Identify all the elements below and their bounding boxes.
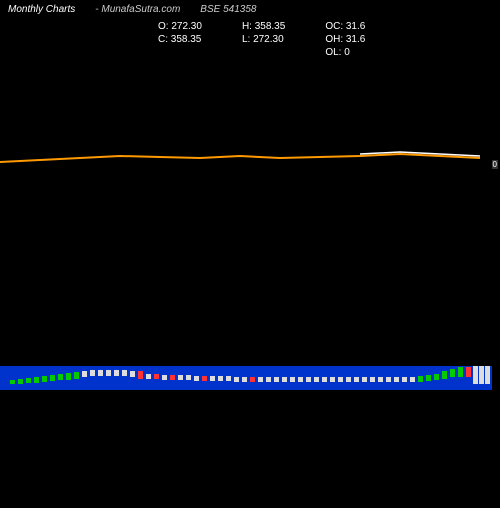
candle xyxy=(258,377,263,382)
candle xyxy=(42,376,47,382)
candle xyxy=(346,377,351,382)
candle xyxy=(485,366,490,384)
ohlc-stats: O: 272.30 C: 358.35 H: 358.35 L: 272.30 … xyxy=(150,19,500,60)
stat-oh: OH: 31.6 xyxy=(325,34,365,45)
candle xyxy=(90,370,95,376)
candle xyxy=(178,375,183,380)
candle xyxy=(434,374,439,380)
candle xyxy=(34,377,39,383)
chart-source: - MunafaSutra.com xyxy=(95,4,180,15)
candle xyxy=(26,378,31,383)
candle xyxy=(330,377,335,382)
candle xyxy=(250,377,255,382)
chart-ticker: BSE 541358 xyxy=(200,4,256,15)
stats-col-1: O: 272.30 C: 358.35 xyxy=(158,21,202,58)
candle xyxy=(410,377,415,382)
candle xyxy=(234,377,239,382)
candle xyxy=(290,377,295,382)
candle xyxy=(82,371,87,377)
candle xyxy=(450,369,455,377)
candle xyxy=(322,377,327,382)
candle xyxy=(386,377,391,382)
candle xyxy=(394,377,399,382)
candle xyxy=(466,367,471,377)
chart-header: Monthly Charts - MunafaSutra.com BSE 541… xyxy=(0,0,500,19)
candle xyxy=(298,377,303,382)
price-line-svg xyxy=(0,68,492,508)
candle xyxy=(479,366,484,384)
stats-col-2: H: 358.35 L: 272.30 xyxy=(242,21,285,58)
candle xyxy=(226,376,231,381)
stat-open: O: 272.30 xyxy=(158,21,202,32)
stat-ol: OL: 0 xyxy=(325,47,365,58)
candle xyxy=(122,370,127,376)
candle xyxy=(274,377,279,382)
candle xyxy=(266,377,271,382)
stats-col-3: OC: 31.6 OH: 31.6 OL: 0 xyxy=(325,21,365,58)
price-axis-marker: 0 xyxy=(492,160,498,169)
stat-low: L: 272.30 xyxy=(242,34,285,45)
candle xyxy=(74,372,79,379)
candle xyxy=(186,375,191,380)
candle xyxy=(98,370,103,376)
candle xyxy=(370,377,375,382)
candle xyxy=(338,377,343,382)
candle xyxy=(402,377,407,382)
candle xyxy=(130,371,135,377)
candle xyxy=(282,377,287,382)
candle xyxy=(66,373,71,380)
candle xyxy=(210,376,215,381)
chart-canvas: 0 xyxy=(0,68,500,508)
candle xyxy=(202,376,207,381)
candle xyxy=(194,376,199,381)
candle xyxy=(473,366,478,384)
candle xyxy=(218,376,223,381)
candle xyxy=(58,374,63,380)
stat-oc: OC: 31.6 xyxy=(325,21,365,32)
candle xyxy=(146,374,151,379)
candle xyxy=(458,367,463,377)
chart-title: Monthly Charts xyxy=(8,4,75,15)
candle xyxy=(442,371,447,379)
candle xyxy=(426,375,431,381)
candle xyxy=(162,375,167,380)
candle xyxy=(354,377,359,382)
stat-high: H: 358.35 xyxy=(242,21,285,32)
candle xyxy=(154,374,159,379)
candle xyxy=(106,370,111,376)
candle xyxy=(50,375,55,381)
candle xyxy=(10,380,15,384)
candle xyxy=(242,377,247,382)
candle xyxy=(362,377,367,382)
candle xyxy=(306,377,311,382)
candle xyxy=(378,377,383,382)
candle xyxy=(314,377,319,382)
candle xyxy=(114,370,119,376)
candle xyxy=(418,376,423,382)
candle xyxy=(170,375,175,380)
stat-close: C: 358.35 xyxy=(158,34,202,45)
candle xyxy=(138,371,143,379)
candle xyxy=(18,379,23,384)
